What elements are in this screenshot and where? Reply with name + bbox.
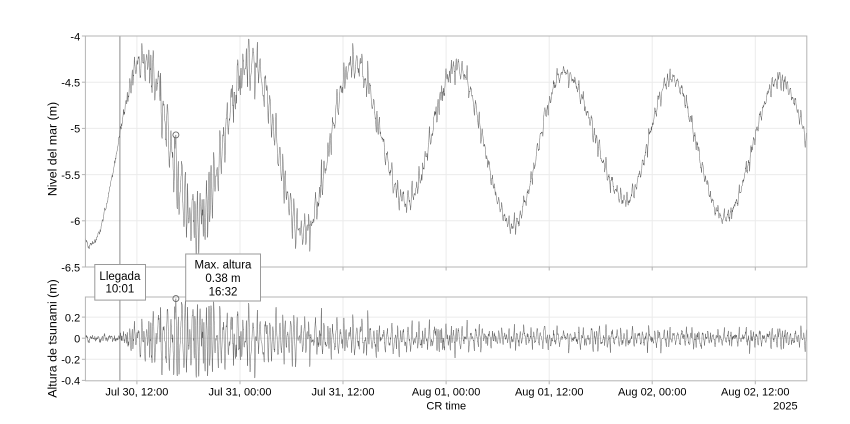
svg-text:2025: 2025 (773, 401, 797, 413)
svg-text:Jul 31, 12:00: Jul 31, 12:00 (312, 387, 375, 399)
svg-text:-4.5: -4.5 (61, 78, 80, 90)
svg-text:CR time: CR time (426, 401, 466, 413)
svg-text:10:01: 10:01 (106, 284, 135, 296)
svg-text:Max. altura: Max. altura (195, 259, 252, 271)
svg-text:Jul 30, 12:00: Jul 30, 12:00 (105, 387, 168, 399)
svg-text:0.38 m: 0.38 m (205, 273, 240, 285)
svg-text:-0.4: -0.4 (61, 376, 80, 388)
svg-text:-5.5: -5.5 (61, 170, 80, 182)
svg-text:Aug 02, 00:00: Aug 02, 00:00 (618, 387, 687, 399)
svg-text:Aug 02, 12:00: Aug 02, 12:00 (721, 387, 790, 399)
svg-text:-6.5: -6.5 (61, 262, 80, 274)
svg-text:Llegada: Llegada (99, 271, 141, 283)
svg-text:Nivel del mar (m): Nivel del mar (m) (46, 102, 60, 196)
svg-text:-0.2: -0.2 (61, 355, 80, 367)
svg-text:-4: -4 (70, 31, 80, 43)
svg-text:-5: -5 (70, 124, 80, 136)
svg-text:0.2: 0.2 (65, 312, 80, 324)
svg-text:-6: -6 (70, 216, 80, 228)
svg-text:16:32: 16:32 (209, 287, 238, 299)
svg-text:0: 0 (74, 334, 80, 346)
svg-text:Aug 01, 12:00: Aug 01, 12:00 (515, 387, 584, 399)
svg-text:Jul 31, 00:00: Jul 31, 00:00 (209, 387, 272, 399)
svg-text:Altura de tsunami (m): Altura de tsunami (m) (46, 279, 60, 397)
svg-text:Aug 01, 00:00: Aug 01, 00:00 (412, 387, 481, 399)
